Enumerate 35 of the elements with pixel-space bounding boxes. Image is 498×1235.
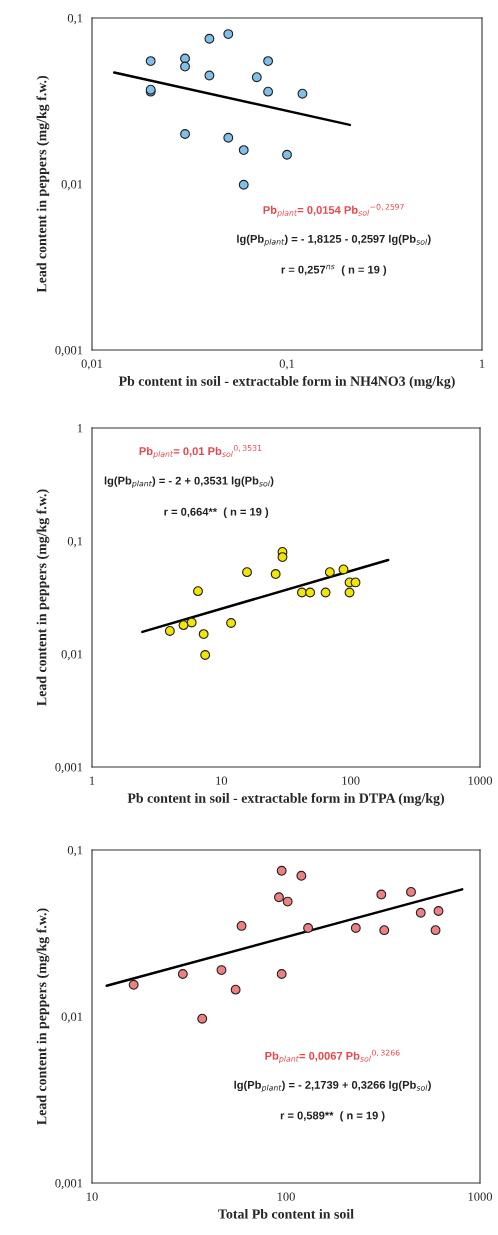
x-tick-label: 1 — [479, 359, 485, 368]
x-tick-label: 1000 — [468, 776, 493, 785]
x-tick-label: 0,1 — [279, 359, 295, 370]
annotation: r = 0,589** ( n = 19 ) — [280, 1111, 385, 1122]
y-tick-label: 0,001 — [55, 1179, 83, 1190]
y-tick-label: 0,001 — [55, 346, 83, 357]
x-tick-label: 10 — [86, 1192, 98, 1201]
y-tick-label: 0,1 — [67, 846, 83, 857]
x-tick-label: 100 — [277, 1192, 295, 1201]
x-axis-title: Total Pb content in soil — [218, 1208, 354, 1219]
y-tick-label: 0,01 — [61, 1012, 83, 1023]
y-axis-title: Lead content in peppers (mg/kg f.w.) — [36, 908, 50, 1125]
annotation: lg(Pb$_{plant}$) = - 1,8125 - 0,2597 lg(Pb$_{sol}$) — [237, 234, 431, 247]
y-tick-label: 0,001 — [55, 763, 83, 774]
annotation: lg(Pb$_{plant}$) = - 2 + 0,3531 lg(Pb$_{sol}$) — [104, 476, 274, 488]
y-tick-label: 1 — [77, 424, 83, 433]
annotation: Pb$_{plant}$= 0,01 Pb$_{sol}$$^{0,3531}$ — [139, 444, 262, 459]
y-tick-label: 0,1 — [67, 14, 83, 25]
x-axis-title: Pb content in soil - extractable form in NH4NO3 (mg/kg) — [118, 375, 455, 389]
y-tick-label: 0,1 — [67, 537, 83, 548]
annotation: lg(Pb$_{plant}$) = - 2,1739 + 0,3266 lg(Pb$_{sol}$) — [234, 1080, 431, 1093]
annotation: Pb$_{plant}$= 0,0067 Pb$_{sol}$$^{0,3266}$ — [265, 1049, 400, 1064]
annotation: Pb$_{plant}$= 0,0154 Pb$_{sol}$$^{−0,2597}$ — [263, 203, 404, 218]
y-axis-title: Lead content in peppers (mg/kg f.w.) — [36, 489, 50, 706]
x-tick-label: 10 — [216, 776, 228, 785]
y-axis-title: Lead content in peppers (mg/kg f.w.) — [36, 76, 50, 293]
y-tick-label: 0,01 — [61, 650, 83, 661]
annotation: r = 0,257$^{ns}$ ( n = 19 ) — [281, 264, 387, 276]
x-tick-label: 100 — [342, 776, 360, 785]
x-tick-label: 1 — [89, 776, 95, 785]
annotation: r = 0,664** ( n = 19 ) — [164, 507, 269, 518]
x-tick-label: 0,01 — [81, 359, 103, 370]
x-axis-title: Pb content in soil - extractable form in DTPA (mg/kg) — [127, 792, 445, 806]
x-tick-label: 1000 — [468, 1192, 493, 1201]
y-tick-label: 0,01 — [61, 180, 83, 191]
